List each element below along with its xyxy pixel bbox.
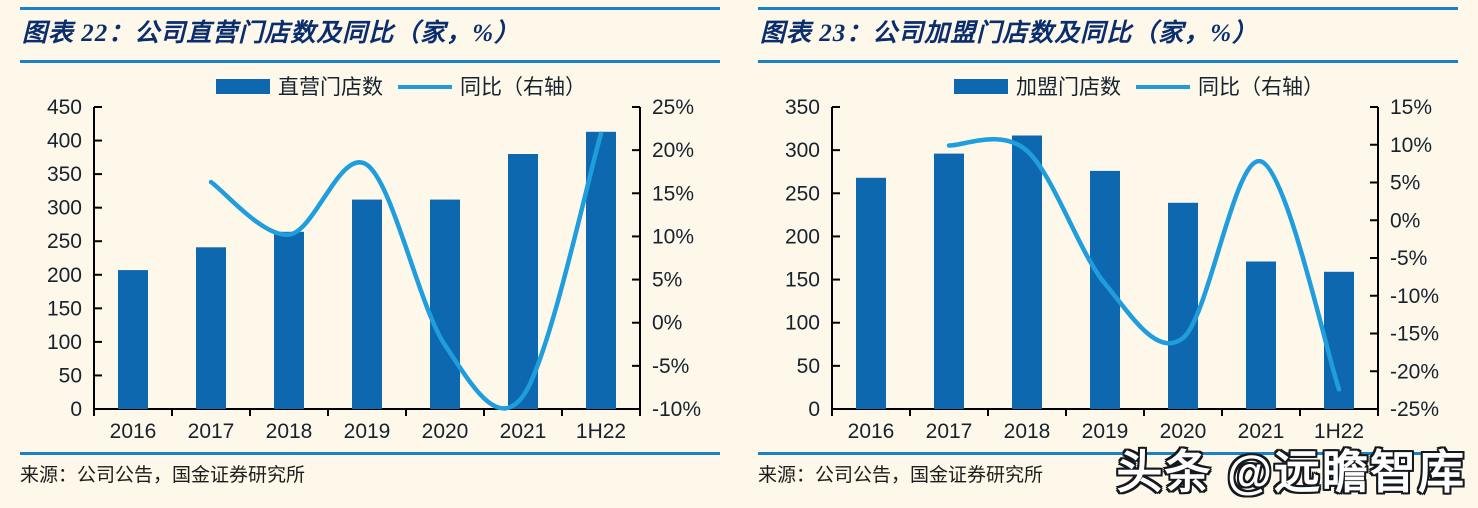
bar	[1012, 135, 1042, 409]
left-axis-label: 250	[785, 182, 820, 205]
x-axis-label: 2016	[110, 420, 157, 443]
right-axis-label: -10%	[1390, 285, 1439, 308]
title-bottom-rule	[20, 60, 720, 63]
x-axis-label: 2021	[1238, 420, 1285, 443]
x-axis-label: 2016	[848, 420, 895, 443]
legend: 加盟门店数 同比（右轴）	[954, 76, 1324, 99]
bar	[934, 153, 964, 409]
bar	[274, 231, 304, 409]
figure-23-title: 图表 23：公司加盟门店数及同比（家，%）	[760, 20, 1259, 47]
source-rule	[758, 452, 1458, 455]
bar	[430, 199, 460, 409]
right-axis-label: 10%	[652, 225, 694, 248]
legend-bar-label: 加盟门店数	[1016, 76, 1121, 99]
right-axis-label: 0%	[1390, 209, 1420, 232]
bar	[1246, 261, 1276, 409]
figure-22-panel: 图表 22：公司直营门店数及同比（家，%） 直营门店数 同比（右轴） 0 50 10…	[20, 0, 720, 487]
left-axis-label: 200	[785, 225, 820, 248]
title-top-rule	[20, 7, 720, 10]
x-axis-label: 2017	[188, 420, 235, 443]
figure-23-panel: 图表 23：公司加盟门店数及同比（家，%） 加盟门店数 同比（右轴） 0 50 10…	[758, 0, 1458, 487]
legend-line-label: 同比（右轴）	[460, 76, 586, 99]
right-axis-label: 5%	[652, 269, 682, 292]
left-axis-label: 300	[47, 197, 82, 220]
left-axis-label: 50	[797, 355, 820, 378]
left-axis-label: 450	[47, 96, 82, 119]
left-axis-label: 300	[785, 139, 820, 162]
bar	[352, 199, 382, 409]
direct-stores-bar-line-chart: 直营门店数 同比（右轴） 0 50 100 150 200 250 300 350 400 450…	[47, 76, 701, 443]
figures-row: 图表 22：公司直营门店数及同比（家，%） 直营门店数 同比（右轴） 0 50 10…	[20, 0, 1458, 487]
legend-line-label: 同比（右轴）	[1198, 76, 1324, 99]
x-axis-label: 2020	[1160, 420, 1207, 443]
left-axis-label: 0	[808, 398, 820, 421]
left-axis-label: 100	[785, 312, 820, 335]
toutiao-watermark: 头条 @远瞻智库	[1116, 446, 1466, 498]
right-axis-label: 0%	[652, 312, 682, 335]
x-axis-label: 2019	[1082, 420, 1129, 443]
trend-line	[208, 131, 604, 411]
legend: 直营门店数 同比（右轴）	[216, 76, 586, 99]
source-note: 来源：公司公告，国金证券研究所	[20, 465, 306, 486]
trend-line	[946, 137, 1342, 392]
left-axis-label: 350	[785, 96, 820, 119]
left-axis-label: 150	[47, 297, 82, 320]
right-axis-label: 15%	[1390, 96, 1432, 119]
right-axis-label: 20%	[652, 139, 694, 162]
left-axis-label: 100	[47, 331, 82, 354]
franchise-stores-bar-line-chart: 加盟门店数 同比（右轴） 0 50 100 150 200 250 300 350 -25% -2…	[785, 76, 1439, 443]
legend-bar-label: 直营门店数	[278, 76, 383, 99]
bar	[196, 247, 226, 409]
right-axis-label: 10%	[1390, 134, 1432, 157]
x-axis-label: 2021	[500, 420, 547, 443]
left-axis-label: 200	[47, 264, 82, 287]
axes	[93, 106, 641, 416]
x-axis-label: 2020	[422, 420, 469, 443]
left-axis-label: 0	[70, 398, 82, 421]
left-axis-label: 250	[47, 230, 82, 253]
legend-bar-swatch	[216, 79, 270, 94]
right-axis-label: -20%	[1390, 360, 1439, 383]
source-note: 来源：公司公告，国金证券研究所	[758, 465, 1044, 486]
x-axis-label: 1H22	[576, 420, 626, 443]
right-axis-label: -5%	[652, 355, 689, 378]
right-axis-label: 15%	[652, 182, 694, 205]
bar	[118, 270, 148, 409]
right-axis-label: -10%	[652, 398, 701, 421]
right-axis-label: -25%	[1390, 398, 1439, 421]
figure-22-title: 图表 22：公司直营门店数及同比（家，%）	[22, 20, 521, 47]
source-rule	[20, 452, 720, 455]
right-axis-label: -15%	[1390, 323, 1439, 346]
left-axis-label: 50	[59, 364, 82, 387]
x-axis-label: 2018	[1004, 420, 1051, 443]
x-axis-label: 2018	[266, 420, 313, 443]
right-axis-label: 25%	[652, 96, 694, 119]
bar	[1168, 202, 1198, 409]
left-axis-label: 400	[47, 130, 82, 153]
title-bottom-rule	[758, 60, 1458, 63]
bar	[856, 177, 886, 409]
bar	[508, 154, 538, 409]
x-axis-label: 2019	[344, 420, 391, 443]
right-axis-label: 5%	[1390, 172, 1420, 195]
x-axis-label: 2017	[926, 420, 973, 443]
legend-bar-swatch	[954, 79, 1008, 94]
x-axis-label: 1H22	[1314, 420, 1364, 443]
title-top-rule	[758, 7, 1458, 10]
right-axis-label: -5%	[1390, 247, 1427, 270]
bar	[1090, 170, 1120, 409]
left-axis-label: 350	[47, 163, 82, 186]
left-axis-label: 150	[785, 269, 820, 292]
